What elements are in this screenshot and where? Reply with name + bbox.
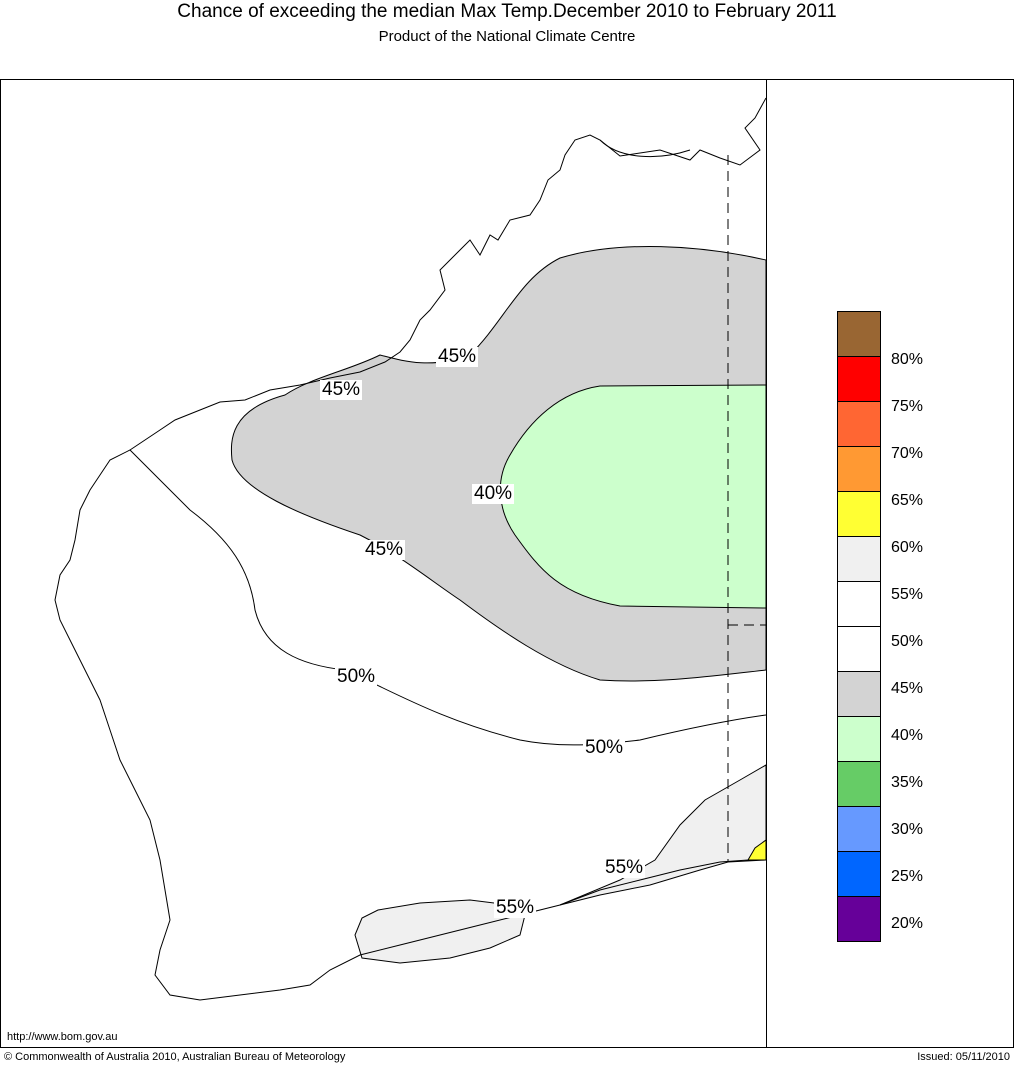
legend-label: 65% [891, 492, 924, 509]
legend-swatch [837, 356, 881, 402]
legend-swatch [837, 581, 881, 627]
footer-url[interactable]: http://www.bom.gov.au [7, 1031, 118, 1043]
legend-swatch [837, 806, 881, 852]
legend-label: 80% [891, 351, 924, 368]
legend-swatch [837, 491, 881, 537]
map-subtitle: Product of the National Climate Centre [378, 28, 636, 45]
legend-label: 55% [891, 586, 924, 603]
legend-label: 75% [891, 398, 924, 415]
legend-label: 45% [891, 680, 924, 697]
footer-issued: Issued: 05/11/2010 [917, 1051, 1010, 1063]
contour-label-40: 40% [472, 483, 515, 504]
legend-swatch [837, 896, 881, 942]
legend-label: 20% [891, 915, 924, 932]
contour-label-45-c: 45% [363, 539, 406, 560]
map-title: Chance of exceeding the median Max Temp.… [177, 1, 837, 22]
map-canvas [54, 97, 766, 1001]
legend-label: 25% [891, 868, 924, 885]
legend-label: 35% [891, 774, 924, 791]
contour-50 [129, 449, 766, 746]
coastline [54, 97, 766, 1001]
legend-swatch [837, 716, 881, 762]
legend-swatch [837, 311, 881, 357]
contour-label-55-a: 55% [603, 857, 646, 878]
legend-swatch [837, 851, 881, 897]
legend-swatch [837, 446, 881, 492]
legend-swatch [837, 401, 881, 447]
contour-label-45-b: 45% [320, 379, 363, 400]
contour-label-50-a: 50% [335, 666, 378, 687]
contour-label-50-b: 50% [583, 737, 626, 758]
legend-colorbar [837, 311, 881, 942]
legend-label: 30% [891, 821, 924, 838]
legend-label: 50% [891, 633, 924, 650]
contour-label-45-a: 45% [436, 346, 479, 367]
legend-divider [766, 79, 767, 1048]
footer-copyright: © Commonwealth of Australia 2010, Austra… [4, 1051, 346, 1063]
legend-swatch [837, 626, 881, 672]
legend-label: 70% [891, 445, 924, 462]
legend-label: 60% [891, 539, 924, 556]
zone-55-southeast [559, 764, 766, 906]
contour-label-55-b: 55% [494, 897, 537, 918]
legend-swatch [837, 761, 881, 807]
gulf-line [599, 139, 691, 158]
legend-label: 40% [891, 727, 924, 744]
legend-swatch [837, 536, 881, 582]
legend-swatch [837, 671, 881, 717]
